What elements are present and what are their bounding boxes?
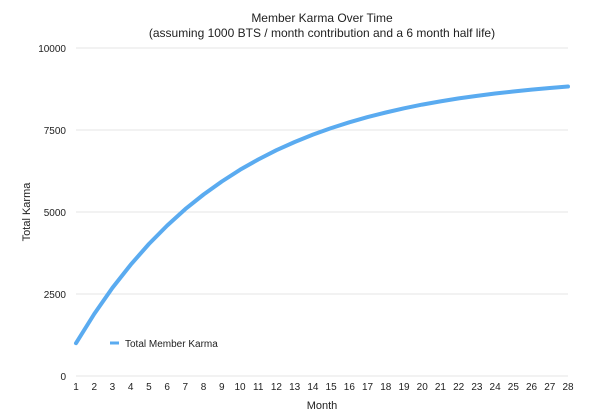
series-line: [74, 84, 570, 346]
x-tick-label: 15: [326, 382, 338, 393]
x-tick-label: 9: [219, 382, 225, 393]
x-tick-label: 23: [471, 382, 483, 393]
x-tick-label: 28: [562, 382, 574, 393]
x-tick-label: 19: [398, 382, 410, 393]
x-tick-label: 24: [490, 382, 502, 393]
x-tick-label: 6: [164, 382, 170, 393]
x-tick-label: 14: [307, 382, 319, 393]
y-tick-label: 5000: [44, 208, 67, 219]
x-tick-label: 4: [128, 382, 134, 393]
chart-subtitle: (assuming 1000 BTS / month contribution …: [149, 26, 495, 40]
x-tick-label: 12: [271, 382, 283, 393]
y-tick-label: 7500: [44, 126, 67, 137]
x-tick-label: 10: [234, 382, 246, 393]
x-tick-label: 2: [91, 382, 97, 393]
x-tick-label: 26: [526, 382, 538, 393]
x-tick-label: 20: [417, 382, 429, 393]
y-tick-label: 2500: [44, 290, 67, 301]
x-tick-label: 8: [201, 382, 207, 393]
x-tick-labels: 1 2 3 4 5 6 7 8 9 10 11 12 13 14 15 16 17 18 19 20 21 22 23 24 2…: [73, 382, 574, 393]
x-tick-label: 27: [544, 382, 556, 393]
x-tick-label: 7: [183, 382, 189, 393]
x-tick-label: 11: [253, 382, 264, 393]
x-tick-label: 25: [508, 382, 520, 393]
x-tick-label: 13: [289, 382, 301, 393]
legend-label: Total Member Karma: [125, 339, 218, 350]
chart-title: Member Karma Over Time: [251, 11, 393, 25]
y-tick-labels: 0 2500 5000 7500 10000: [38, 44, 66, 383]
x-tick-label: 16: [344, 382, 356, 393]
x-tick-label: 5: [146, 382, 152, 393]
series-layer: [74, 84, 570, 346]
x-tick-label: 18: [380, 382, 392, 393]
y-tick-label: 10000: [38, 44, 66, 55]
legend: Total Member Karma: [110, 339, 218, 350]
x-tick-label: 1: [73, 382, 79, 393]
y-axis-label: Total Karma: [21, 182, 33, 242]
x-tick-label: 22: [453, 382, 465, 393]
y-tick-label: 0: [60, 372, 66, 383]
x-tick-label: 17: [362, 382, 374, 393]
x-tick-label: 21: [435, 382, 447, 393]
x-axis-label: Month: [307, 400, 338, 412]
x-tick-label: 3: [110, 382, 116, 393]
gridlines: [76, 47, 568, 377]
